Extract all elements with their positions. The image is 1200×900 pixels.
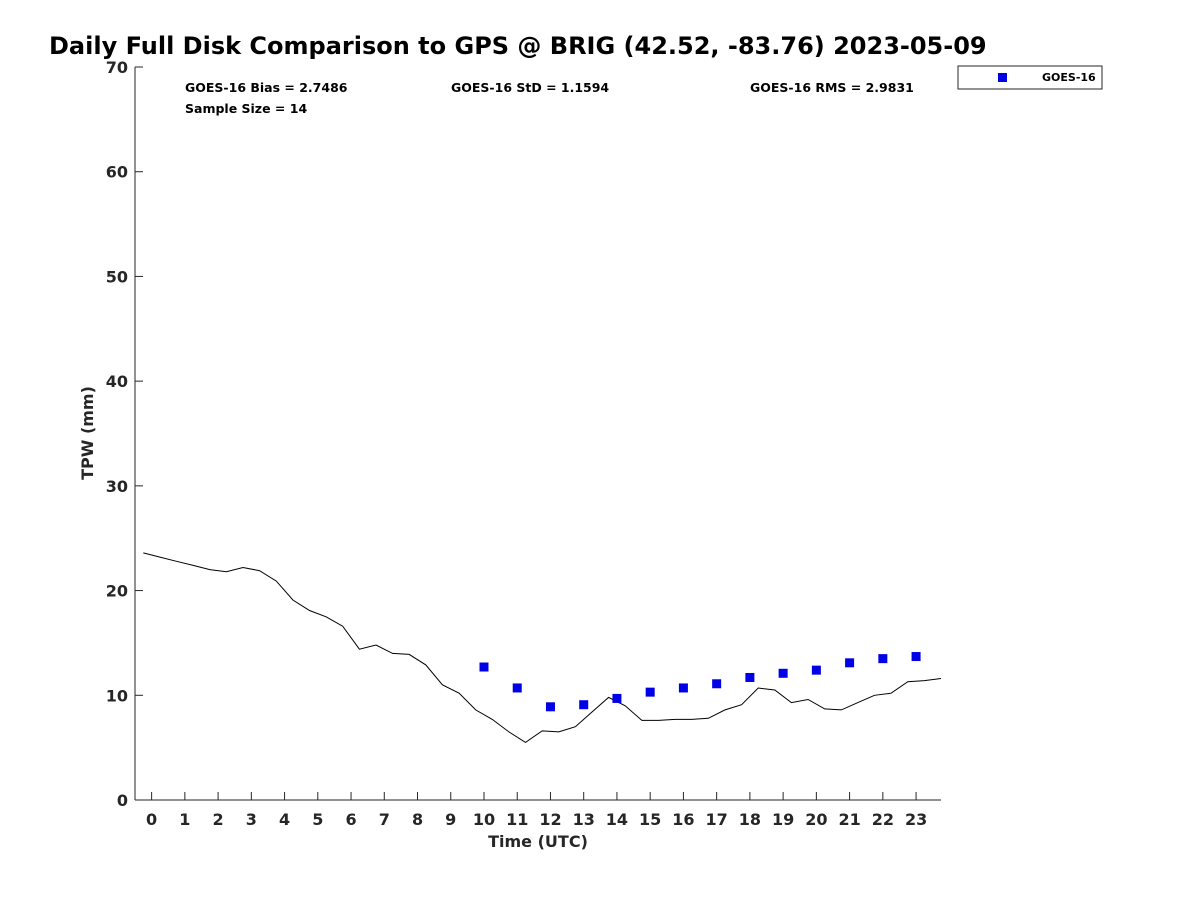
goes16-point [612,693,622,703]
legend-box [957,65,1103,90]
x-tick-label: 22 [872,810,894,829]
y-tick-label: 60 [106,163,128,182]
x-tick-label: 14 [606,810,628,829]
legend-marker-goes16 [998,73,1007,82]
goes16-point [911,652,921,662]
x-tick-label: 9 [445,810,456,829]
goes16-point [579,700,589,710]
y-tick-label: 0 [117,791,128,810]
goes16-point [745,672,755,682]
x-ticks: 0 1 2 3 4 5 6 7 8 9 10 11 12 13 14 15 16 17 18 19 20 21 22 23 [146,792,927,829]
y-tick-label: 30 [106,477,128,496]
x-tick-label: 4 [279,810,290,829]
x-tick-label: 11 [506,810,528,829]
x-tick-label: 19 [772,810,794,829]
stat-bias: GOES-16 Bias = 2.7486 [185,80,348,95]
x-tick-label: 17 [706,810,728,829]
legend: GOES-16 [957,65,1103,90]
y-axis-title: TPW (mm) [78,386,97,480]
stat-rms: GOES-16 RMS = 2.9831 [750,80,914,95]
y-tick-label: 40 [106,372,128,391]
goes16-point [645,687,655,697]
x-tick-label: 7 [379,810,390,829]
goes16-point [479,662,489,672]
y-tick-label: 20 [106,582,128,601]
goes16-point [712,679,722,689]
x-tick-label: 1 [179,810,190,829]
x-tick-label: 5 [312,810,323,829]
stat-sample-size: Sample Size = 14 [185,101,307,116]
goes16-point [545,702,555,712]
x-tick-label: 21 [838,810,860,829]
x-axis-title: Time (UTC) [488,832,588,851]
x-tick-label: 18 [739,810,761,829]
goes16-point [845,658,855,668]
x-tick-label: 15 [639,810,661,829]
goes16-point [878,654,888,664]
goes16-point [512,683,522,693]
x-tick-label: 23 [905,810,927,829]
x-tick-label: 13 [573,810,595,829]
goes16-point [678,683,688,693]
stat-std: GOES-16 StD = 1.1594 [451,80,609,95]
x-tick-label: 16 [672,810,694,829]
plot-area: 0 1 2 3 4 5 6 7 8 9 10 11 12 13 14 15 16 17 18 19 20 21 22 23 0… [106,58,942,829]
goes16-point [778,668,788,678]
y-tick-label: 50 [106,267,128,286]
gps-line [143,552,942,743]
x-tick-label: 0 [146,810,157,829]
chart-title: Daily Full Disk Comparison to GPS @ BRIG… [49,32,987,60]
y-tick-label: 70 [106,58,128,77]
x-tick-label: 3 [246,810,257,829]
series-layer [143,552,942,743]
legend-label-goes16: GOES-16 [1042,71,1096,84]
stats-block: GOES-16 Bias = 2.7486 GOES-16 StD = 1.15… [185,80,914,116]
y-tick-label: 10 [106,686,128,705]
x-tick-label: 10 [473,810,495,829]
goes16-point [811,665,821,675]
x-tick-label: 6 [345,810,356,829]
x-tick-label: 20 [805,810,827,829]
x-tick-label: 8 [412,810,423,829]
x-tick-label: 2 [213,810,224,829]
x-tick-label: 12 [539,810,561,829]
y-ticks: 0 10 20 30 40 50 60 70 [106,58,143,810]
